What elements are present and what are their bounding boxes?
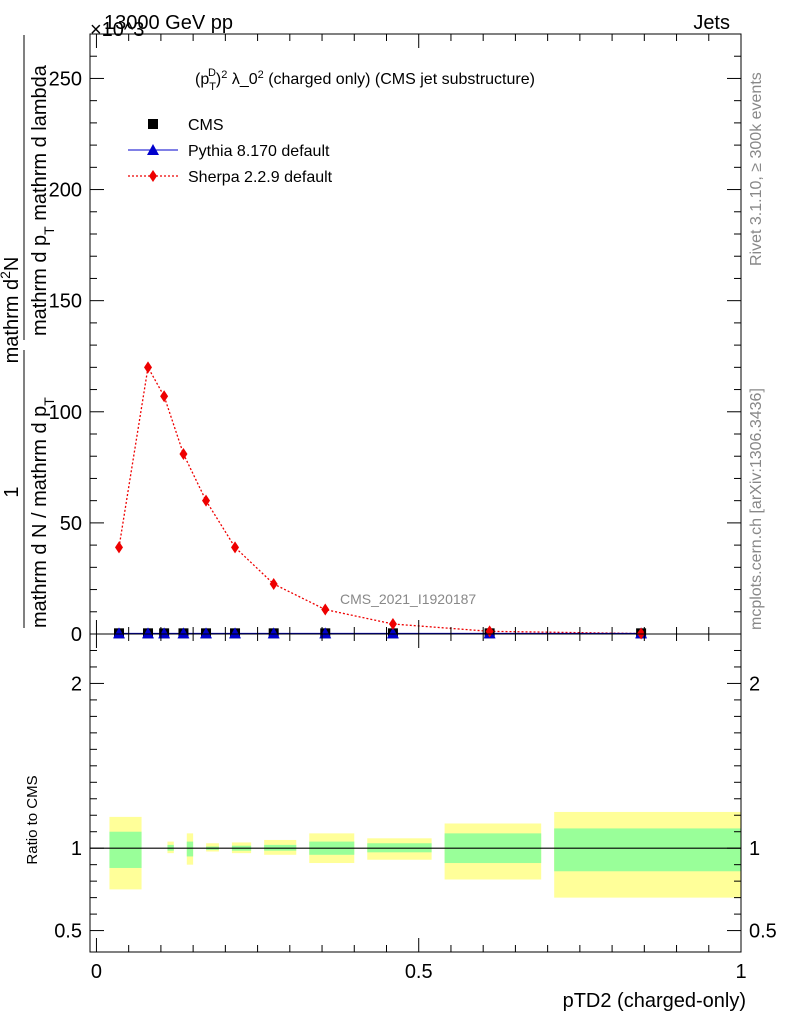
main-y-tick-label: 100 <box>49 402 82 424</box>
y-label-denominator: mathrm d N / mathrm d pT <box>29 397 57 628</box>
pythia-point <box>142 627 155 639</box>
ratio-y-tick-label: 0.5 <box>54 921 82 943</box>
sherpa-point <box>231 541 240 554</box>
y-axis-label: 1 mathrm d N / mathrm d pT mathrm d2N ma… <box>0 35 57 628</box>
ratio-x-tick-label: 0 <box>91 961 102 983</box>
ratio-x-tick-label: 1 <box>735 961 746 983</box>
sherpa-point <box>388 618 397 630</box>
sherpa-point <box>202 494 211 507</box>
legend-cms-label: CMS <box>188 117 224 134</box>
y-label-numerator: 1 <box>1 486 23 497</box>
title-close: ) <box>216 71 221 88</box>
title-sup: D <box>208 67 216 79</box>
ratio-y-tick-label-right: 2 <box>749 673 760 695</box>
ratio-y-tick-label: 1 <box>71 838 82 860</box>
main-y-tick-label: 150 <box>49 291 82 313</box>
sherpa-point <box>179 448 188 460</box>
ratio-x-tick-label: 0.5 <box>405 961 433 983</box>
ratio-band-green <box>109 831 142 868</box>
ratio-y-tick-label-right: 1 <box>749 838 760 860</box>
title-sub: T <box>209 81 216 93</box>
main-y-tick-label: 0 <box>71 624 82 646</box>
y-label-numerator-2: mathrm d2N <box>0 257 23 364</box>
energy-label: 13000 GeV pp <box>104 12 233 34</box>
ratio-y-tick-label-right: 0.5 <box>749 921 777 943</box>
ratio-band-green <box>554 828 741 872</box>
sherpa-series-line <box>118 365 642 635</box>
main-y-tick-label: 200 <box>49 180 82 202</box>
legend-sherpa-label: Sherpa 2.2.9 default <box>188 169 333 186</box>
pythia-point <box>386 627 399 639</box>
main-y-tick-label: 50 <box>60 513 82 535</box>
pythia-point <box>113 627 126 639</box>
legend-sherpa-marker <box>149 170 157 182</box>
legend-pythia-marker <box>147 144 159 155</box>
ratio-y-tick-label: 2 <box>71 673 82 695</box>
title-p: (p <box>195 71 209 88</box>
ratio-band-green <box>186 841 194 857</box>
legend: CMS Pythia 8.170 default Sherpa 2.2.9 defa… <box>128 117 333 186</box>
title-sq: 2 <box>221 69 227 81</box>
category-label: Jets <box>693 12 730 34</box>
pythia-point <box>200 627 213 639</box>
title-lambda: λ_0 <box>227 71 257 88</box>
pythia-point <box>267 627 280 639</box>
sherpa-point <box>269 578 278 590</box>
main-y-tick-label: 250 <box>49 68 82 90</box>
rivet-label: Rivet 3.1.10, ≥ 300k events <box>748 72 765 266</box>
ratio-y-label: Ratio to CMS <box>24 775 41 864</box>
sherpa-point <box>321 603 330 616</box>
x-axis-label: pTD2 (charged-only) <box>563 990 746 1012</box>
sherpa-point <box>115 541 124 554</box>
ratio-frame <box>89 633 742 953</box>
legend-pythia-label: Pythia 8.170 default <box>188 143 330 160</box>
pythia-point <box>229 627 242 639</box>
legend-cms-marker <box>148 119 158 129</box>
title-sq2: 2 <box>258 69 264 81</box>
title-rest: (charged only) (CMS jet substructure) <box>264 71 535 88</box>
sherpa-point <box>160 390 169 403</box>
pythia-point <box>177 627 190 639</box>
ratio-bands <box>90 811 741 898</box>
analysis-watermark: CMS_2021_I1920187 <box>340 591 476 607</box>
y-label-denominator-2: mathrm d pT mathrm d lambda <box>29 64 57 336</box>
exponent-label: ×10^3 <box>90 19 144 41</box>
sherpa-point <box>144 361 153 374</box>
chart-title: (pTD)2 λ_02 (charged only) (CMS jet subs… <box>195 67 535 93</box>
mcplots-label: mcplots.cern.ch [arXiv:1306.3436] <box>748 388 765 630</box>
